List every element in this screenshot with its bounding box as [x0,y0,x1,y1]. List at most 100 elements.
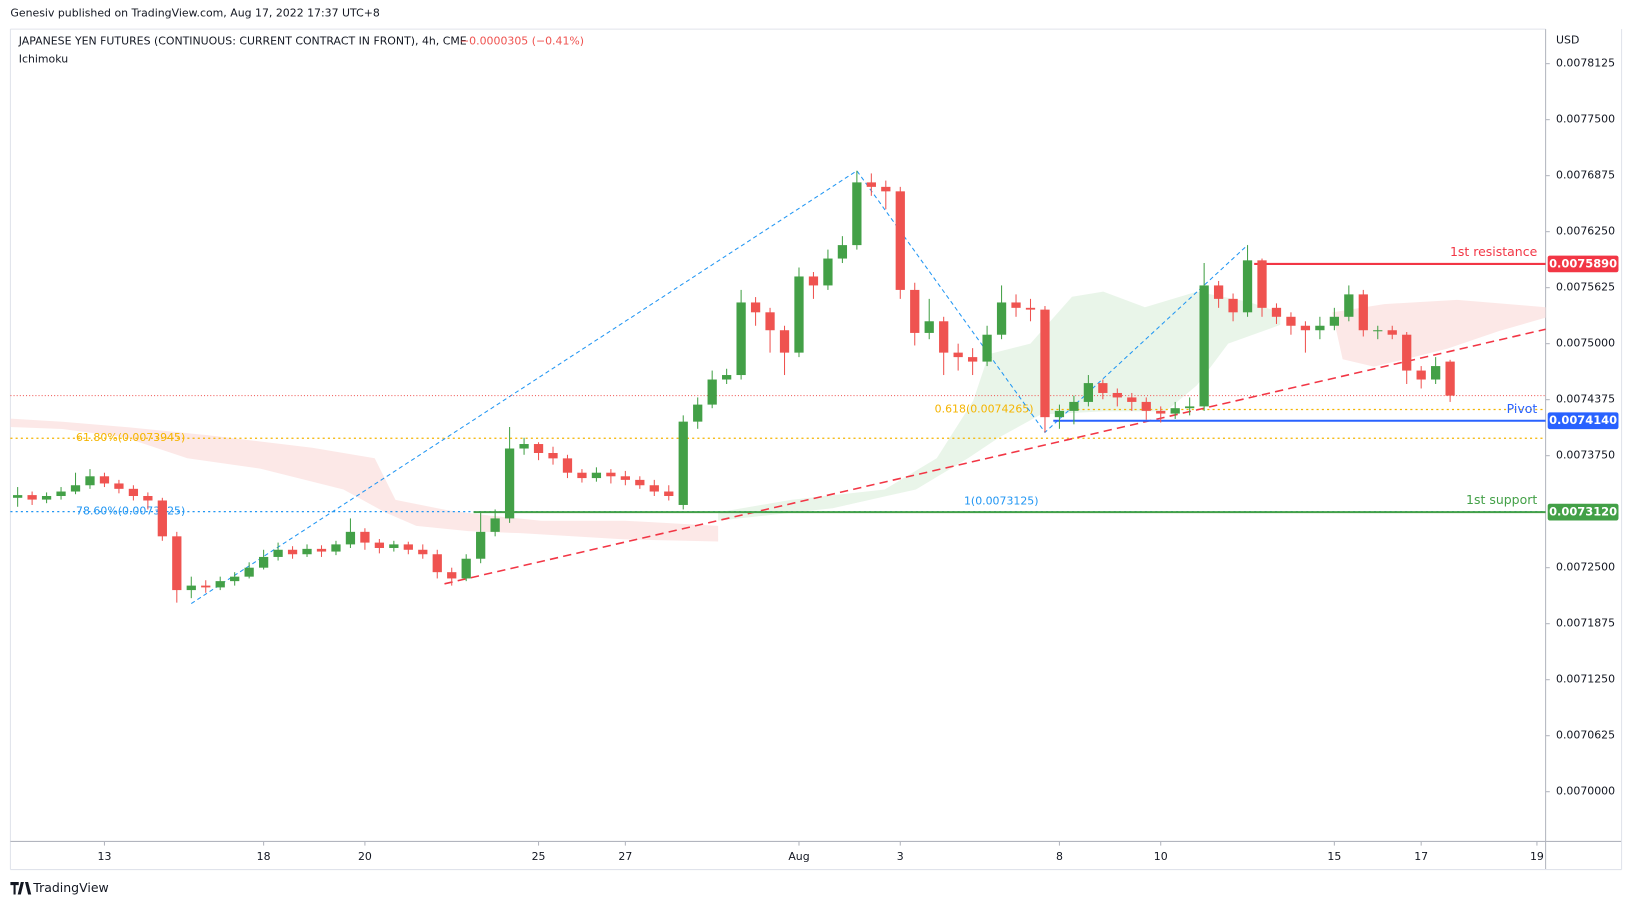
candle-body [750,302,761,313]
candle-body [13,495,23,498]
candle-body [215,581,225,588]
candle-body [794,276,804,353]
candle-body [1083,383,1094,402]
x-tick-label: 3 [897,850,904,863]
candle-body [1112,392,1122,398]
candle-body [606,472,616,477]
candle-body [1156,410,1166,414]
candle-body [374,542,385,548]
candle-body [1025,307,1036,310]
publisher: Genesiv published on TradingView.com, Au… [10,7,379,20]
candle-body [490,518,500,532]
level-name: 1st support [1466,492,1537,507]
candle-body [27,495,37,500]
x-tick-label: 25 [532,850,546,863]
candle-body [143,496,153,501]
candle-body [635,479,645,486]
candle-body [910,289,920,333]
chart-title: JAPANESE YEN FUTURES (CONTINUOUS: CURREN… [18,35,467,48]
candle-body [852,182,862,246]
fib-label: 0.618(0.0074265) [935,403,1034,416]
y-tick-label: 0.0075000 [1556,337,1615,350]
candle-body [360,531,370,543]
candle-body [1054,410,1065,418]
candle-body [649,485,659,492]
candle-body [1300,325,1311,331]
x-tick-label: 13 [98,850,112,863]
candle-body [548,452,558,459]
y-tick-label: 0.0076875 [1556,169,1615,182]
candle-body [302,548,312,555]
candle-body [1416,370,1426,380]
candle-body [1271,307,1282,317]
level-name: 1st resistance [1450,244,1538,259]
candle-body [114,483,124,489]
candle-body [41,496,52,500]
logo [10,882,32,895]
candle-body [273,549,283,557]
candle-body [1329,316,1339,326]
candle-body [967,357,978,362]
level-name: Pivot [1507,401,1538,416]
level-price-box [1547,255,1619,273]
candle-body [808,276,819,286]
candle-body [258,556,269,568]
x-tick-label: 10 [1154,850,1168,863]
candle-body [403,544,413,550]
fib-label: 78.60%(0.0073125) [76,505,185,518]
trend-line [444,328,1546,585]
candle-body [765,312,775,331]
level-price-label: 0.0073120 [1549,505,1617,519]
candle-body [1185,406,1195,409]
candle-body [895,191,905,290]
candle-body [1445,361,1455,396]
candle-body [99,476,110,484]
x-tick-label: Aug [788,850,809,863]
x-tick-label: 8 [1056,850,1063,863]
y-tick-label: 0.0074375 [1556,393,1615,406]
y-tick-label: 0.0078125 [1556,57,1615,70]
candle-body [779,330,790,353]
candle-body [70,485,81,492]
candle-body [1199,285,1209,407]
candle-body [693,404,703,422]
y-tick-label: 0.0071875 [1556,617,1615,630]
fib-label: 61.80%(0.0073945) [76,431,185,444]
x-tick-label: 18 [257,850,271,863]
candle-body [1431,366,1441,380]
fib-label: 1(0.0073125) [964,494,1039,507]
y-tick-label: 0.0070625 [1556,729,1615,742]
candle-body [591,472,602,479]
x-tick-label: 17 [1414,850,1428,863]
footer-brand: TradingView [32,880,108,895]
ichimoku-cloud [1332,299,1546,367]
candle-body [287,549,298,555]
candle-body [823,258,833,286]
candle-body [1141,401,1151,411]
y-tick-label: 0.0075625 [1556,281,1615,294]
y-tick-label: 0.0070000 [1556,785,1615,798]
x-tick-label: 19 [1530,850,1544,863]
level-price-label: 0.0075890 [1549,256,1617,270]
candle-body [1069,401,1079,411]
y-tick-label: 0.0073750 [1556,449,1615,462]
candle-body [476,531,486,559]
x-tick-label: 15 [1327,850,1341,863]
candle-body [1040,309,1050,418]
candle-body [1257,260,1267,308]
candle-body [345,531,356,545]
candle-body [939,321,949,353]
candle-body [1373,330,1383,332]
y-axis-label: USD [1556,34,1579,47]
y-tick-label: 0.0071250 [1556,673,1615,686]
candle-body [389,544,399,548]
candle-body [1402,334,1412,371]
candle-body [982,334,992,362]
candle-body [736,302,746,376]
candle-body [186,585,196,591]
y-tick-label: 0.0077500 [1556,113,1615,126]
candle-body [418,549,428,555]
candle-body [1344,294,1354,317]
level-price-box [1547,412,1619,430]
